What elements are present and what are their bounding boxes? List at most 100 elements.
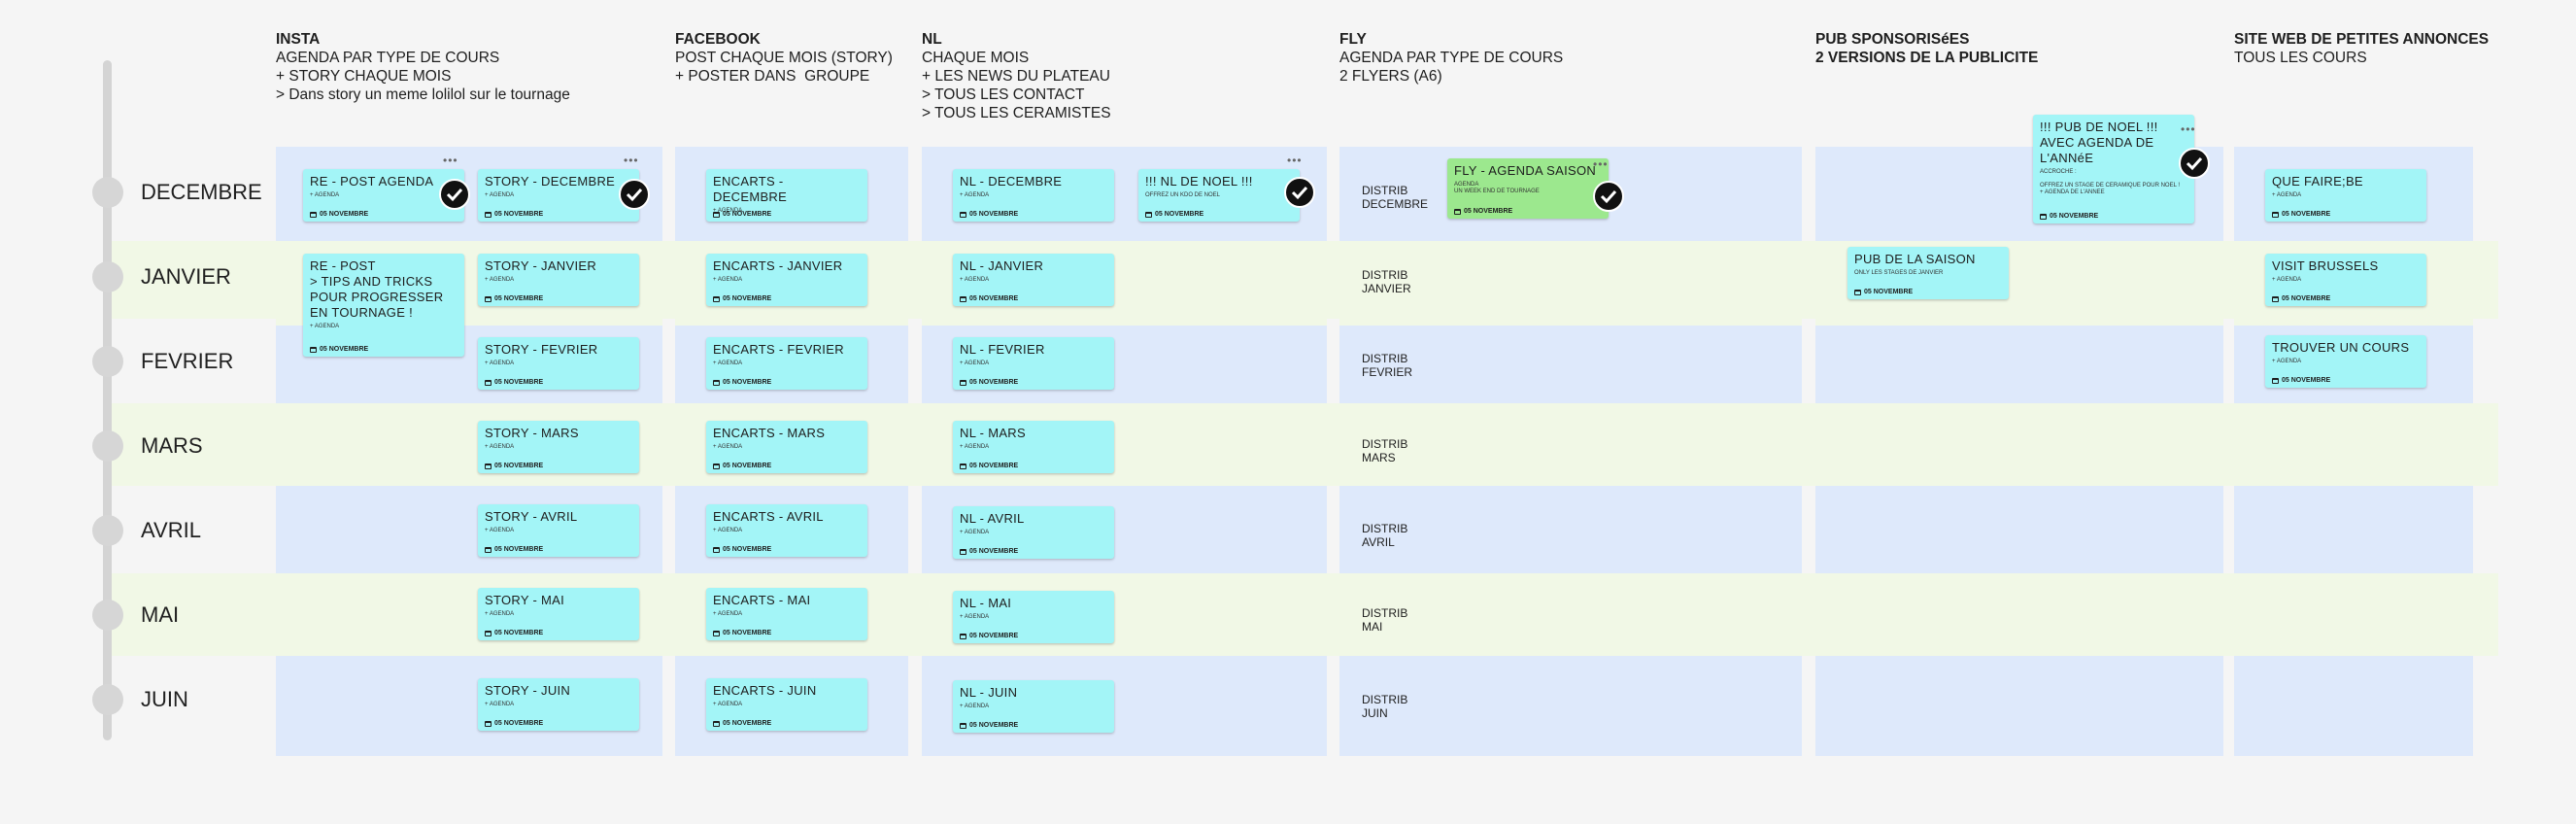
card-subtitle: + AGENDA xyxy=(713,360,743,366)
distrib-note: DISTRIB MARS xyxy=(1362,437,1407,464)
card-date-text: 05 NOVEMBRE xyxy=(2282,377,2331,384)
card-date-text: 05 NOVEMBRE xyxy=(320,211,369,218)
sticky-note-card[interactable]: ENCARTS - AVRIL + AGENDA 05 NOVEMBRE xyxy=(706,504,867,557)
calendar-icon xyxy=(485,546,491,553)
sticky-note-card[interactable]: STORY - MARS + AGENDA 05 NOVEMBRE xyxy=(478,421,639,473)
card-subtitle: + AGENDA xyxy=(960,277,990,283)
card-subtitle: + AGENDA xyxy=(960,614,990,620)
card-date: 05 NOVEMBRE xyxy=(485,463,543,469)
column-title: SITE WEB DE PETITES ANNONCES xyxy=(2234,31,2490,48)
card-date-text: 05 NOVEMBRE xyxy=(969,463,1019,469)
card-date: 05 NOVEMBRE xyxy=(1454,208,1512,215)
sticky-note-card[interactable]: FLY - AGENDA SAISON AGENDA UN WEEK END D… xyxy=(1447,158,1609,219)
card-subtitle: + AGENDA xyxy=(2272,277,2302,283)
card-subtitle: + AGENDA xyxy=(713,277,743,283)
sticky-note-card[interactable]: STORY - DECEMBRE + AGENDA 05 NOVEMBRE xyxy=(478,169,639,222)
month-dot-decembre xyxy=(92,177,123,208)
month-label: MAI xyxy=(141,602,180,627)
card-date: 05 NOVEMBRE xyxy=(485,211,543,218)
column-header-pub: PUB SPONSORISéES 2 VERSIONS DE LA PUBLIC… xyxy=(1815,30,2038,67)
column-line: AGENDA PAR TYPE DE COURS xyxy=(276,50,500,66)
sticky-note-card[interactable]: QUE FAIRE;BE + AGENDA 05 NOVEMBRE xyxy=(2265,169,2426,222)
sticky-note-card[interactable]: STORY - JANVIER + AGENDA 05 NOVEMBRE xyxy=(478,254,639,306)
sticky-note-card[interactable]: ENCARTS - MARS + AGENDA 05 NOVEMBRE xyxy=(706,421,867,473)
distrib-line: DISTRIB xyxy=(1362,437,1408,451)
sticky-note-card[interactable]: PUB DE LA SAISON ONLY LES STAGES DE JANV… xyxy=(1847,247,2009,299)
calendar-icon xyxy=(960,463,966,469)
sticky-note-card[interactable]: ENCARTS - JANVIER + AGENDA 05 NOVEMBRE xyxy=(706,254,867,306)
calendar-icon xyxy=(310,211,317,218)
card-title: NL - FEVRIER xyxy=(960,342,1045,357)
more-dots-icon[interactable]: ••• xyxy=(1287,154,1303,167)
card-subtitle: AGENDA UN WEEK END DE TOURNAGE xyxy=(1454,182,1540,194)
distrib-line: DISTRIB xyxy=(1362,606,1408,620)
sticky-note-card[interactable]: RE - POST AGENDA + AGENDA 05 NOVEMBRE xyxy=(303,169,464,222)
sticky-note-card[interactable]: NL - FEVRIER + AGENDA 05 NOVEMBRE xyxy=(953,337,1114,390)
sticky-note-card[interactable]: STORY - MAI + AGENDA 05 NOVEMBRE xyxy=(478,588,639,640)
card-title: NL - AVRIL xyxy=(960,511,1025,526)
timeline-line xyxy=(103,60,112,740)
sticky-note-card[interactable]: ENCARTS - JUIN + AGENDA 05 NOVEMBRE xyxy=(706,678,867,731)
sticky-note-card[interactable]: STORY - FEVRIER + AGENDA 05 NOVEMBRE xyxy=(478,337,639,390)
month-dot-janvier xyxy=(92,261,123,292)
calendar-icon xyxy=(960,295,966,302)
card-date: 05 NOVEMBRE xyxy=(713,211,771,218)
card-subtitle: + AGENDA xyxy=(2272,359,2302,364)
sticky-note-card[interactable]: ENCARTS - DECEMBRE + AGENDA 05 NOVEMBRE xyxy=(706,169,867,222)
card-subtitle: + AGENDA xyxy=(960,704,990,709)
card-subtitle: + AGENDA xyxy=(960,192,990,198)
card-subtitle: + AGENDA xyxy=(485,444,515,450)
sticky-note-card[interactable]: VISIT BRUSSELS + AGENDA 05 NOVEMBRE xyxy=(2265,254,2426,306)
card-title: ENCARTS - MAI xyxy=(713,593,811,607)
calendar-icon xyxy=(485,295,491,302)
card-subtitle: OFFREZ UN KDO DE NOEL xyxy=(1145,192,1221,198)
column-panel-cell xyxy=(1339,241,1802,326)
distrib-line: FEVRIER xyxy=(1362,365,1413,379)
column-panel-cell xyxy=(1339,486,1802,573)
card-date: 05 NOVEMBRE xyxy=(485,295,543,302)
check-icon xyxy=(2179,148,2210,179)
column-panel-cell xyxy=(1815,486,2223,573)
sticky-note-card[interactable]: NL - DECEMBRE + AGENDA 05 NOVEMBRE xyxy=(953,169,1114,222)
card-date-text: 05 NOVEMBRE xyxy=(494,546,544,553)
sticky-note-card[interactable]: !!! NL DE NOEL !!! OFFREZ UN KDO DE NOEL… xyxy=(1138,169,1300,222)
card-title: ENCARTS - DECEMBRE xyxy=(713,174,788,204)
more-dots-icon[interactable]: ••• xyxy=(624,154,639,167)
column-line: > TOUS LES CONTACT xyxy=(922,86,1085,103)
distrib-line: DISTRIB xyxy=(1362,184,1408,197)
column-panel-cell xyxy=(1815,326,2223,403)
sticky-note-card[interactable]: !!! PUB DE NOEL !!! AVEC AGENDA DE L'ANN… xyxy=(2033,115,2194,223)
sticky-note-card[interactable]: NL - JANVIER + AGENDA 05 NOVEMBRE xyxy=(953,254,1114,306)
more-dots-icon[interactable]: ••• xyxy=(1593,157,1609,171)
more-dots-icon[interactable]: ••• xyxy=(2181,122,2196,136)
card-date-text: 05 NOVEMBRE xyxy=(494,630,544,636)
sticky-note-card[interactable]: NL - MAI + AGENDA 05 NOVEMBRE xyxy=(953,591,1114,643)
distrib-note: DISTRIB MAI xyxy=(1362,606,1407,634)
more-dots-icon[interactable]: ••• xyxy=(443,154,458,167)
sticky-note-card[interactable]: STORY - JUIN + AGENDA 05 NOVEMBRE xyxy=(478,678,639,731)
card-date: 05 NOVEMBRE xyxy=(310,211,368,218)
sticky-note-card[interactable]: NL - AVRIL + AGENDA 05 NOVEMBRE xyxy=(953,506,1114,559)
card-date: 05 NOVEMBRE xyxy=(310,346,368,353)
column-line: + POSTER DANS GROUPE xyxy=(675,68,870,85)
card-date: 05 NOVEMBRE xyxy=(485,546,543,553)
calendar-icon xyxy=(713,211,720,218)
card-title: ENCARTS - FEVRIER xyxy=(713,342,844,357)
sticky-note-card[interactable]: STORY - AVRIL + AGENDA 05 NOVEMBRE xyxy=(478,504,639,557)
sticky-note-card[interactable]: NL - JUIN + AGENDA 05 NOVEMBRE xyxy=(953,680,1114,733)
card-title: NL - MAI xyxy=(960,596,1012,610)
sticky-note-card[interactable]: ENCARTS - FEVRIER + AGENDA 05 NOVEMBRE xyxy=(706,337,867,390)
sticky-note-card[interactable]: ENCARTS - MAI + AGENDA 05 NOVEMBRE xyxy=(706,588,867,640)
card-title: ENCARTS - AVRIL xyxy=(713,509,824,524)
sticky-note-card[interactable]: RE - POST > TIPS AND TRICKS POUR PROGRES… xyxy=(303,254,464,357)
card-date-text: 05 NOVEMBRE xyxy=(969,548,1019,555)
card-date-text: 05 NOVEMBRE xyxy=(494,295,544,302)
calendar-icon xyxy=(713,630,720,636)
column-line: 2 FLYERS (A6) xyxy=(1339,68,1442,85)
month-label: DECEMBRE xyxy=(141,180,262,204)
sticky-note-card[interactable]: NL - MARS + AGENDA 05 NOVEMBRE xyxy=(953,421,1114,473)
column-header-nl: NL CHAQUE MOIS + LES NEWS DU PLATEAU > T… xyxy=(922,30,1111,122)
card-subtitle: + AGENDA xyxy=(713,528,743,533)
sticky-note-card[interactable]: TROUVER UN COURS + AGENDA 05 NOVEMBRE xyxy=(2265,335,2426,388)
